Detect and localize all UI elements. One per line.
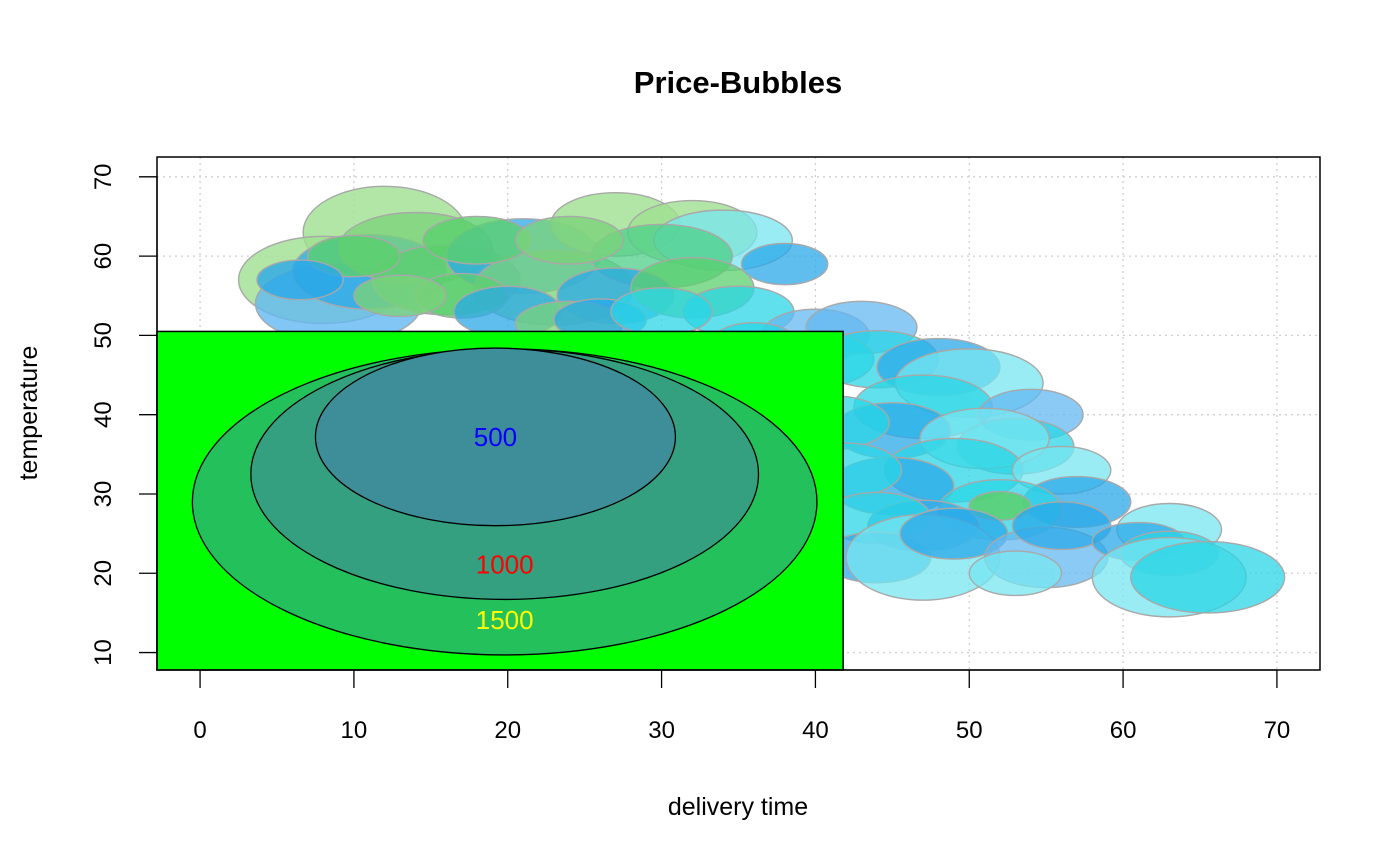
bubble — [422, 215, 532, 265]
x-tick-label: 30 — [648, 717, 675, 744]
legend-ellipse-500 — [314, 347, 677, 527]
legend-label-1500: 1500 — [476, 605, 534, 635]
bubble — [740, 242, 829, 286]
y-tick-label: 30 — [90, 481, 117, 508]
x-axis-title: delivery time — [668, 793, 808, 821]
legend-label-1000: 1000 — [476, 549, 534, 579]
bubble — [514, 215, 624, 265]
y-tick-label: 10 — [90, 639, 117, 666]
x-tick-label: 70 — [1264, 717, 1291, 744]
x-tick-label: 40 — [802, 717, 829, 744]
y-axis-title: temperature — [15, 346, 43, 481]
chart-title: Price-Bubbles — [634, 65, 842, 100]
y-tick-label: 70 — [90, 163, 117, 190]
legend-label-500: 500 — [474, 422, 517, 452]
size-legend: 1500 1000 500 — [156, 330, 844, 671]
y-axis: 10 20 30 40 50 60 70 — [90, 163, 158, 666]
bubbles-layer — [237, 185, 1286, 618]
x-tick-label: 0 — [193, 717, 206, 744]
x-tick-label: 60 — [1110, 717, 1137, 744]
y-tick-label: 20 — [90, 560, 117, 587]
bubble — [353, 274, 447, 318]
bubble — [968, 550, 1063, 597]
x-axis: 0 10 20 30 40 50 60 70 — [193, 669, 1291, 744]
y-tick-label: 40 — [90, 401, 117, 428]
x-tick-label: 50 — [956, 717, 983, 744]
x-tick-label: 10 — [341, 717, 368, 744]
bubble — [256, 259, 344, 301]
y-tick-label: 50 — [90, 322, 117, 349]
y-tick-label: 60 — [90, 243, 117, 270]
x-tick-label: 20 — [494, 717, 521, 744]
bubble — [610, 287, 714, 337]
bubble — [1130, 540, 1286, 614]
